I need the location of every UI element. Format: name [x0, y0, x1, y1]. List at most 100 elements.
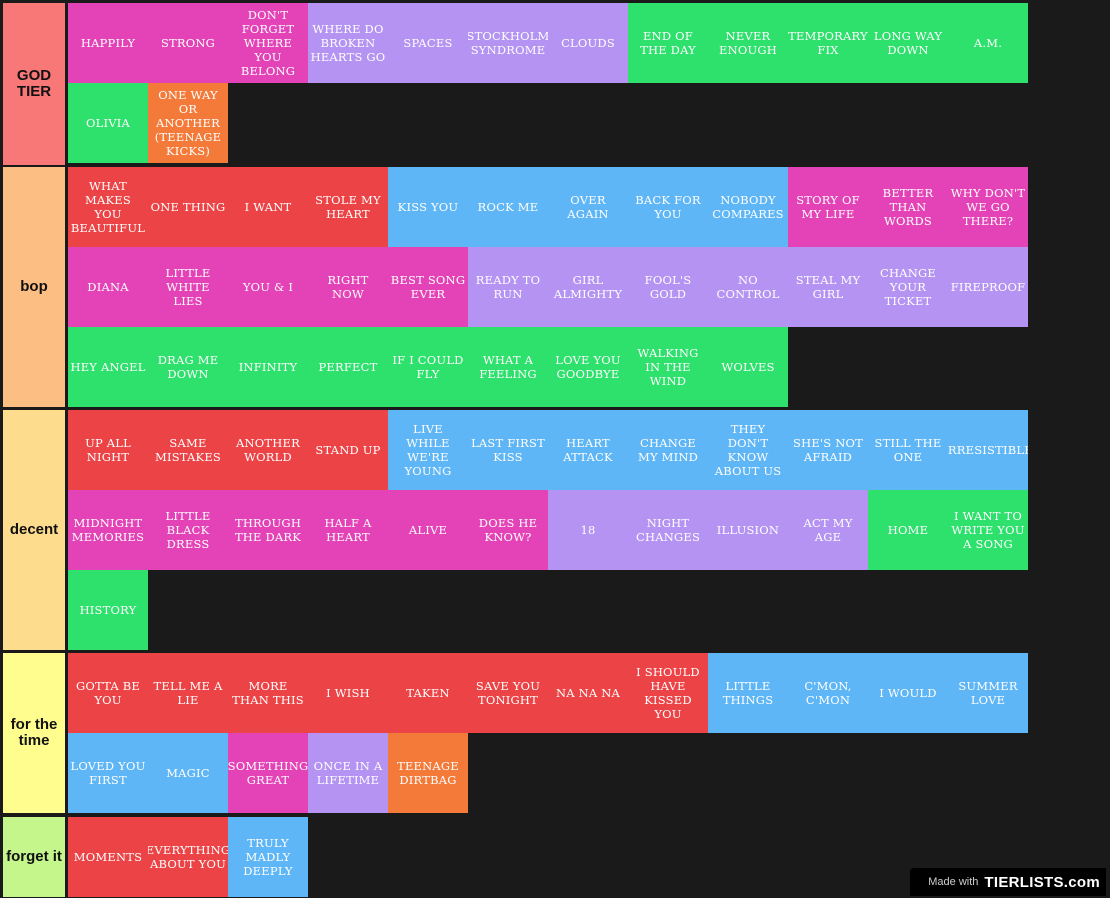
tier-item[interactable]: WHERE DO BROKEN HEARTS GO: [308, 3, 388, 83]
tier-item[interactable]: ONE THING: [148, 167, 228, 247]
tier-item[interactable]: WOLVES: [708, 327, 788, 407]
tier-item[interactable]: I WOULD: [868, 653, 948, 733]
tier-items: GOTTA BE YOU TELL ME A LIE MORE THAN THIS I…: [68, 653, 1028, 813]
tier-item[interactable]: IF I COULD FLY: [388, 327, 468, 407]
tier-item[interactable]: I SHOULD HAVE KISSED YOU: [628, 653, 708, 733]
tier-item[interactable]: LITTLE BLACK DRESS: [148, 490, 228, 570]
tier-item[interactable]: MOMENTS: [68, 817, 148, 897]
tier-item[interactable]: FIREPROOF: [948, 247, 1028, 327]
tier-item[interactable]: BETTER THAN WORDS: [868, 167, 948, 247]
tier-item[interactable]: NO CONTROL: [708, 247, 788, 327]
tier-item[interactable]: STRONG: [148, 3, 228, 83]
tier-item[interactable]: TRULY MADLY DEEPLY: [228, 817, 308, 897]
tier-item[interactable]: WHY DON'T WE GO THERE?: [948, 167, 1028, 247]
tier-item[interactable]: I WISH: [308, 653, 388, 733]
tier-item[interactable]: WHAT MAKES YOU BEAUTIFUL: [68, 167, 148, 247]
watermark[interactable]: Made with TIERLISTS.com: [910, 868, 1106, 896]
tier-item[interactable]: STEAL MY GIRL: [788, 247, 868, 327]
tier-item[interactable]: THROUGH THE DARK: [228, 490, 308, 570]
tier-item[interactable]: I WANT TO WRITE YOU A SONG: [948, 490, 1028, 570]
tier-item[interactable]: ALIVE: [388, 490, 468, 570]
tier-item[interactable]: ONCE IN A LIFETIME: [308, 733, 388, 813]
tier-item[interactable]: MAGIC: [148, 733, 228, 813]
tier-item[interactable]: LAST FIRST KISS: [468, 410, 548, 490]
tier-item[interactable]: OVER AGAIN: [548, 167, 628, 247]
tier-item[interactable]: ACT MY AGE: [788, 490, 868, 570]
tier-item[interactable]: EVERYTHING ABOUT YOU: [148, 817, 228, 897]
tier-item[interactable]: FOOL'S GOLD: [628, 247, 708, 327]
tier-item[interactable]: TELL ME A LIE: [148, 653, 228, 733]
tier-item[interactable]: BEST SONG EVER: [388, 247, 468, 327]
tier-row-forget-it: forget it MOMENTS EVERYTHING ABOUT YOU TRU…: [0, 817, 1110, 897]
tier-item[interactable]: STILL THE ONE: [868, 410, 948, 490]
tier-item[interactable]: PERFECT: [308, 327, 388, 407]
tier-item[interactable]: MORE THAN THIS: [228, 653, 308, 733]
tier-item[interactable]: 18: [548, 490, 628, 570]
tier-item[interactable]: NOBODY COMPARES: [708, 167, 788, 247]
tier-item[interactable]: WALKING IN THE WIND: [628, 327, 708, 407]
tier-item[interactable]: TAKEN: [388, 653, 468, 733]
tier-item[interactable]: UP ALL NIGHT: [68, 410, 148, 490]
tier-item[interactable]: LIVE WHILE WE'RE YOUNG: [388, 410, 468, 490]
tier-item[interactable]: RIGHT NOW: [308, 247, 388, 327]
tier-item[interactable]: SAME MISTAKES: [148, 410, 228, 490]
tier-label: forget it: [3, 817, 65, 897]
tier-item[interactable]: HOME: [868, 490, 948, 570]
tier-item[interactable]: OLIVIA: [68, 83, 148, 163]
tier-item[interactable]: NIGHT CHANGES: [628, 490, 708, 570]
tier-item[interactable]: STOCKHOLM SYNDROME: [468, 3, 548, 83]
tier-item[interactable]: HISTORY: [68, 570, 148, 650]
tier-label: bop: [3, 167, 65, 407]
tier-item[interactable]: INFINITY: [228, 327, 308, 407]
tier-item[interactable]: STOLE MY HEART: [308, 167, 388, 247]
tier-item[interactable]: CHANGE YOUR TICKET: [868, 247, 948, 327]
made-with-text: Made with: [928, 876, 979, 888]
tier-item[interactable]: LITTLE THINGS: [708, 653, 788, 733]
tier-item[interactable]: HEART ATTACK: [548, 410, 628, 490]
tier-item[interactable]: STORY OF MY LIFE: [788, 167, 868, 247]
tier-item[interactable]: SPACES: [388, 3, 468, 83]
tier-item[interactable]: LITTLE WHITE LIES: [148, 247, 228, 327]
tier-item[interactable]: MIDNIGHT MEMORIES: [68, 490, 148, 570]
tier-item[interactable]: CHANGE MY MIND: [628, 410, 708, 490]
tier-item[interactable]: NA NA NA: [548, 653, 628, 733]
tier-item[interactable]: YOU & I: [228, 247, 308, 327]
tier-item[interactable]: WHAT A FEELING: [468, 327, 548, 407]
tier-items: MOMENTS EVERYTHING ABOUT YOU TRULY MADLY D…: [68, 817, 1028, 897]
tier-item[interactable]: DIANA: [68, 247, 148, 327]
tier-item[interactable]: LONG WAY DOWN: [868, 3, 948, 83]
tier-item[interactable]: SAVE YOU TONIGHT: [468, 653, 548, 733]
tier-item[interactable]: C'MON, C'MON: [788, 653, 868, 733]
tier-item[interactable]: HALF A HEART: [308, 490, 388, 570]
tier-item[interactable]: NEVER ENOUGH: [708, 3, 788, 83]
tier-item[interactable]: THEY DON'T KNOW ABOUT US: [708, 410, 788, 490]
tier-item[interactable]: A.M.: [948, 3, 1028, 83]
tier-item[interactable]: DON'T FORGET WHERE YOU BELONG: [228, 3, 308, 83]
tier-item[interactable]: TEENAGE DIRTBAG: [388, 733, 468, 813]
tier-item[interactable]: ONE WAY OR ANOTHER (TEENAGE KICKS): [148, 83, 228, 163]
tier-item[interactable]: IRRESISTIBLE: [948, 410, 1028, 490]
tier-item[interactable]: SHE'S NOT AFRAID: [788, 410, 868, 490]
tier-item[interactable]: DOES HE KNOW?: [468, 490, 548, 570]
tier-item[interactable]: HEY ANGEL: [68, 327, 148, 407]
tier-item[interactable]: TEMPORARY FIX: [788, 3, 868, 83]
tier-item[interactable]: DRAG ME DOWN: [148, 327, 228, 407]
tier-item[interactable]: READY TO RUN: [468, 247, 548, 327]
tier-item[interactable]: GIRL ALMIGHTY: [548, 247, 628, 327]
tier-item[interactable]: ROCK ME: [468, 167, 548, 247]
tier-item[interactable]: CLOUDS: [548, 3, 628, 83]
tier-item[interactable]: HAPPILY: [68, 3, 148, 83]
tier-item[interactable]: SUMMER LOVE: [948, 653, 1028, 733]
tier-item[interactable]: BACK FOR YOU: [628, 167, 708, 247]
tier-item[interactable]: ANOTHER WORLD: [228, 410, 308, 490]
tier-item[interactable]: STAND UP: [308, 410, 388, 490]
tier-item[interactable]: GOTTA BE YOU: [68, 653, 148, 733]
tier-item[interactable]: KISS YOU: [388, 167, 468, 247]
tier-item[interactable]: END OF THE DAY: [628, 3, 708, 83]
tier-item[interactable]: ILLUSION: [708, 490, 788, 570]
tier-item[interactable]: I WANT: [228, 167, 308, 247]
tier-item[interactable]: LOVE YOU GOODBYE: [548, 327, 628, 407]
tier-item[interactable]: SOMETHING GREAT: [228, 733, 308, 813]
tier-item[interactable]: LOVED YOU FIRST: [68, 733, 148, 813]
tier-label: GOD TIER: [3, 3, 65, 165]
